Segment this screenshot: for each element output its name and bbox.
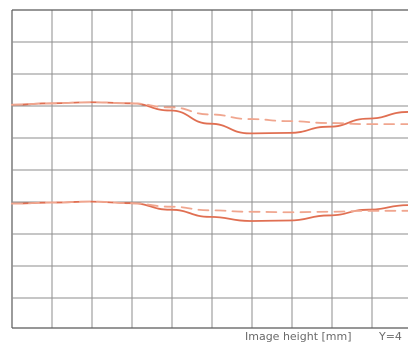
series-line-2: [11, 101, 408, 126]
series-layer: [11, 101, 408, 222]
chart-plot-area: [0, 0, 408, 330]
grid-layer: [11, 9, 408, 329]
plot-background: [0, 0, 408, 330]
series-line-3: [11, 200, 408, 222]
series-line-4: [11, 200, 408, 214]
x-axis-label: Image height [mm]: [245, 330, 352, 343]
series-line-1: [11, 101, 408, 135]
x-axis-caption-row: Image height [mm] Y=4: [0, 328, 408, 347]
y-position-note: Y=4: [379, 330, 402, 343]
